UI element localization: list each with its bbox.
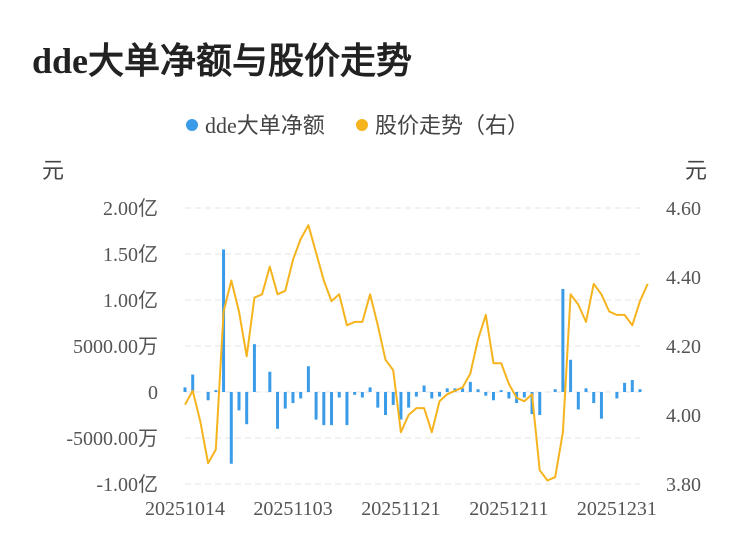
left-axis-ticks: 2.00亿 1.50亿 1.00亿 5000.00万 0 -5000.00万 -1.00亿 bbox=[66, 197, 158, 496]
bar bbox=[491, 392, 495, 401]
bar bbox=[499, 390, 503, 392]
bar bbox=[461, 388, 465, 392]
bar bbox=[599, 392, 603, 419]
x-axis-ticks: 20251014 20251103 20251121 20251211 20251231 bbox=[145, 498, 657, 520]
bar bbox=[576, 392, 580, 410]
left-tick-label: 5000.00万 bbox=[73, 336, 158, 358]
bar bbox=[191, 374, 195, 392]
bar bbox=[291, 392, 295, 404]
bar bbox=[630, 380, 634, 392]
left-tick-label: -1.00亿 bbox=[96, 473, 158, 496]
bar bbox=[391, 392, 395, 405]
bar bbox=[476, 389, 480, 392]
bar bbox=[268, 371, 272, 392]
left-tick-label: 2.00亿 bbox=[103, 197, 158, 220]
bar bbox=[484, 392, 488, 396]
left-tick-label: 1.50亿 bbox=[103, 243, 158, 266]
line-series bbox=[184, 224, 649, 482]
right-tick-label: 4.20 bbox=[666, 336, 701, 358]
bar bbox=[407, 392, 411, 408]
bar bbox=[584, 388, 588, 392]
legend-marker-1 bbox=[356, 119, 368, 131]
bar bbox=[623, 382, 627, 392]
bar bbox=[384, 392, 388, 415]
bar bbox=[376, 392, 380, 408]
bar bbox=[330, 392, 334, 426]
bar bbox=[214, 390, 218, 392]
bar bbox=[414, 392, 418, 397]
bar bbox=[569, 359, 573, 392]
bar bbox=[306, 366, 310, 392]
chart-title: dde大单净额与股价走势 bbox=[32, 41, 413, 81]
bar bbox=[183, 387, 187, 392]
bar bbox=[353, 392, 357, 395]
right-tick-label: 4.00 bbox=[666, 405, 701, 427]
bar bbox=[638, 389, 642, 392]
left-tick-label: -5000.00万 bbox=[66, 428, 158, 450]
legend-label-0: dde大单净额 bbox=[205, 113, 325, 138]
bar bbox=[276, 392, 280, 429]
bar bbox=[252, 344, 256, 392]
bar bbox=[507, 392, 511, 399]
bar bbox=[445, 388, 449, 392]
right-tick-label: 3.80 bbox=[666, 474, 701, 496]
legend-marker-0 bbox=[186, 119, 198, 131]
bar bbox=[245, 392, 249, 425]
bar bbox=[360, 392, 364, 398]
bar bbox=[468, 381, 472, 392]
right-tick-label: 4.60 bbox=[666, 198, 701, 220]
bar bbox=[345, 392, 349, 426]
x-tick-label: 20251014 bbox=[145, 498, 225, 520]
bar bbox=[553, 389, 557, 392]
bar bbox=[299, 392, 303, 399]
bar bbox=[283, 392, 287, 409]
x-tick-label: 20251103 bbox=[253, 498, 332, 520]
right-axis-unit: 元 bbox=[685, 158, 707, 183]
bar-series bbox=[183, 249, 642, 464]
bar bbox=[615, 392, 619, 399]
left-tick-label: 1.00亿 bbox=[103, 289, 158, 312]
x-tick-label: 20251211 bbox=[469, 498, 548, 520]
bar bbox=[322, 392, 326, 426]
bar bbox=[368, 387, 372, 392]
gridlines bbox=[185, 207, 640, 485]
bar bbox=[422, 385, 426, 392]
legend-label-1: 股价走势（右） bbox=[375, 113, 529, 138]
right-axis-ticks: 4.60 4.40 4.20 4.00 3.80 bbox=[666, 198, 701, 496]
left-tick-label: 0 bbox=[148, 382, 158, 404]
bar bbox=[337, 392, 341, 398]
legend: dde大单净额 股价走势（右） bbox=[186, 113, 529, 138]
price-line bbox=[184, 224, 649, 482]
bar bbox=[522, 392, 526, 398]
bar bbox=[561, 288, 565, 392]
bar bbox=[437, 392, 441, 397]
bar bbox=[229, 392, 233, 464]
bar bbox=[399, 392, 403, 420]
bar bbox=[206, 392, 210, 401]
bar bbox=[592, 392, 596, 404]
x-tick-label: 20251121 bbox=[361, 498, 440, 520]
bar bbox=[237, 392, 241, 411]
left-axis-unit: 元 bbox=[42, 158, 64, 183]
x-tick-label: 20251231 bbox=[577, 498, 657, 520]
bar bbox=[430, 392, 434, 399]
bar bbox=[538, 392, 542, 415]
bar bbox=[314, 392, 318, 420]
right-tick-label: 4.40 bbox=[666, 267, 701, 289]
